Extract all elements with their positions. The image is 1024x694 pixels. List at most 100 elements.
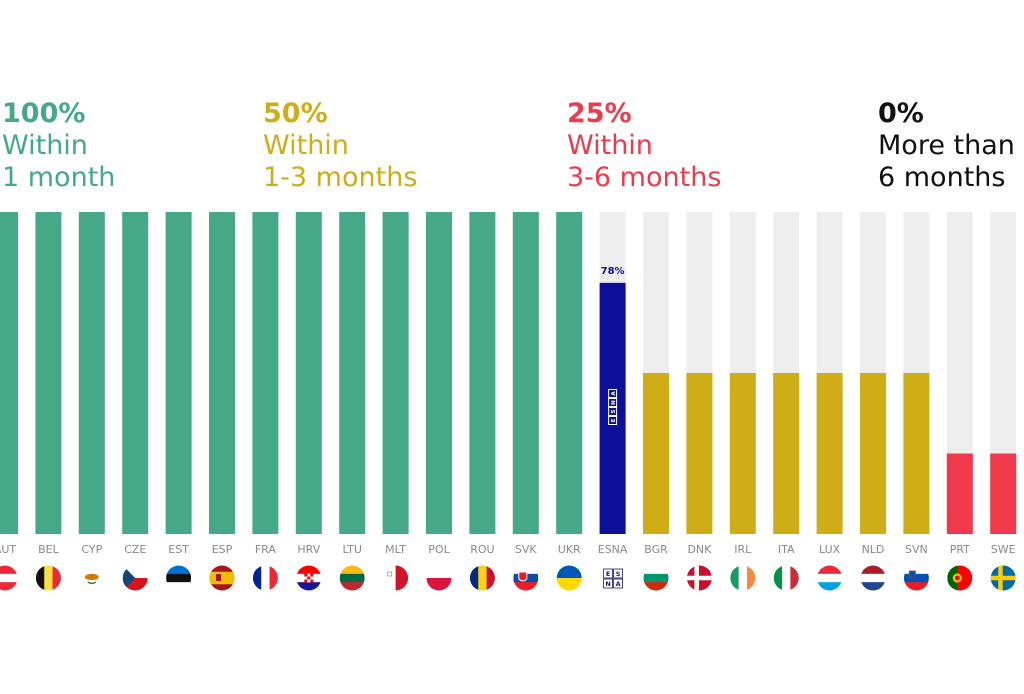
ireland-flag-icon	[730, 565, 756, 591]
denmark-flag-icon	[686, 565, 712, 591]
tick-label-est: EST	[168, 543, 189, 556]
malta-flag-icon	[383, 565, 409, 591]
slovakia-flag-icon	[513, 565, 539, 591]
bulgaria-flag-icon	[643, 565, 669, 591]
bar-group-est: EST	[165, 212, 192, 591]
tick-label-svk: SVK	[515, 543, 538, 556]
bar-group-mlt: MLT	[382, 212, 409, 591]
cyprus-flag-icon	[79, 565, 105, 591]
esna-logo-letter: N	[605, 580, 610, 588]
lithuania-flag-icon	[339, 565, 365, 591]
tick-label-pol: POL	[428, 543, 450, 556]
bar-hrv	[295, 212, 322, 534]
esna-logo-letter: E	[606, 570, 610, 578]
tick-label-bgr: BGR	[644, 543, 668, 556]
tick-label-dnk: DNK	[687, 543, 712, 556]
tick-label-ita: ITA	[778, 543, 795, 556]
tick-label-esp: ESP	[212, 543, 233, 556]
esna-logo-cell	[608, 398, 618, 407]
austria-flag-icon	[0, 565, 18, 591]
estonia-flag-icon	[166, 565, 192, 591]
legend-quarter-line2: 3-6 months	[567, 162, 722, 193]
legend-quarter-percent: 25%	[567, 98, 632, 129]
legend-quarter: 25% Within 3-6 months	[567, 98, 721, 194]
esna-logo-cell	[608, 407, 618, 416]
tick-label-ltu: LTU	[343, 543, 362, 556]
bar-group-ltu: LTU	[339, 212, 366, 591]
esna-logo-letter: A	[611, 391, 617, 396]
legend-half: 50% Within 1-3 months	[263, 98, 417, 194]
legend-full-line2: 1 month	[2, 162, 116, 193]
legend-full-percent: 100%	[2, 98, 86, 129]
poland-flag-icon	[426, 565, 452, 591]
bar-nld	[860, 373, 886, 534]
bar-esp	[209, 212, 235, 534]
tick-label-irl: IRL	[734, 543, 752, 556]
legend-half-line1: Within	[263, 130, 349, 161]
bar-group-esp: ESP	[209, 212, 235, 591]
slovenia-flag-icon	[903, 565, 929, 591]
bar-group-irl: IRL	[729, 212, 756, 591]
france-flag-icon	[252, 565, 278, 591]
bar-rou	[469, 212, 496, 534]
legend-half-line2: 1-3 months	[263, 162, 418, 193]
italy-flag-icon	[773, 565, 799, 591]
ukraine-flag-icon	[556, 565, 582, 591]
esna-logo-cell	[603, 578, 613, 589]
bar-mlt	[382, 212, 409, 534]
spain-flag-icon	[209, 565, 235, 591]
bar-group-hrv: HRV	[295, 212, 322, 591]
bar-fra	[252, 212, 279, 534]
bar-group-lux: LUX	[816, 212, 843, 591]
esna-logo-letter: E	[611, 418, 617, 422]
tick-label-lux: LUX	[819, 543, 841, 556]
bar-group-svk: SVK	[512, 212, 539, 591]
bar-svk	[512, 212, 539, 534]
bar-group-prt: PRT	[946, 212, 973, 591]
bar-ukr	[556, 212, 583, 534]
portugal-flag-icon	[947, 565, 973, 591]
bar-irl	[729, 373, 756, 534]
bar-group-nld: NLD	[860, 212, 886, 591]
bar-aut	[0, 212, 18, 534]
bar-group-ita: ITA	[773, 212, 800, 591]
tick-label-mlt: MLT	[385, 543, 406, 556]
tick-label-svn: SVN	[905, 543, 928, 556]
tick-label-nld: NLD	[862, 543, 885, 556]
esna-logo-icon: E SNA	[608, 389, 618, 425]
esna-logo-cell	[613, 568, 623, 579]
esna-logo-letter: S	[611, 409, 617, 413]
tick-label-rou: ROU	[470, 543, 494, 556]
bar-lux	[816, 373, 843, 534]
tick-label-prt: PRT	[950, 543, 970, 556]
bar-group-rou: ROU	[469, 212, 496, 591]
legend-none-line1: More than	[878, 130, 1015, 161]
legend-full-line1: Within	[2, 130, 88, 161]
bar-dnk	[686, 373, 713, 534]
luxembourg-flag-icon	[817, 565, 843, 591]
bar-bgr	[643, 373, 669, 534]
legend-none: 0% More than 6 months	[878, 98, 1015, 194]
tick-label-cyp: CYP	[81, 543, 102, 556]
tick-label-ukr: UKR	[558, 543, 581, 556]
bar-group-bel: BEL	[35, 212, 62, 591]
tick-label-swe: SWE	[991, 543, 1016, 556]
legend-full: 100% Within 1 month	[2, 98, 115, 194]
tick-label-cze: CZE	[124, 543, 146, 556]
bar-group-esna: 78%ESNAESNAESNAESNA	[598, 212, 628, 589]
bar-cyp	[78, 212, 105, 534]
esna-logo-letter: A	[616, 580, 621, 588]
legend-none-line2: 6 months	[878, 162, 1006, 193]
bar-est	[165, 212, 192, 534]
czechia-flag-icon	[122, 565, 148, 591]
esna-logo-cell	[608, 389, 618, 398]
bar-cze	[122, 212, 149, 534]
tick-label-esna: ESNA	[598, 543, 628, 556]
legend-half-percent: 50%	[263, 98, 328, 129]
bar-group-dnk: DNK	[686, 212, 713, 591]
tick-label-hrv: HRV	[297, 543, 320, 556]
tick-label-aut: AUT	[0, 543, 16, 556]
bar-ita	[773, 373, 800, 534]
